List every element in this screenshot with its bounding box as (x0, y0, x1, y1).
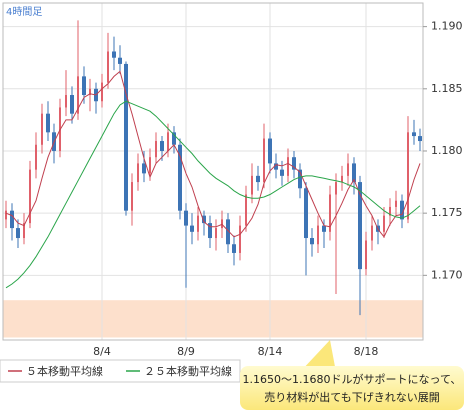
candle-body (322, 225, 326, 232)
callout-box (240, 366, 464, 410)
candle-body (208, 223, 212, 239)
candle-body (263, 138, 265, 183)
y-tick-label: 1.190 (431, 20, 463, 33)
candle-body (232, 244, 236, 253)
candle-body (280, 169, 284, 176)
candle-body (251, 175, 253, 195)
period-label: 4時間足 (6, 6, 42, 18)
candle-body (365, 240, 367, 270)
candle-body (215, 228, 217, 239)
support-band (3, 300, 423, 338)
candle-body (287, 157, 289, 176)
candle-body (412, 132, 416, 137)
candle-body (41, 113, 43, 145)
candle-body (352, 163, 356, 183)
y-tick-label: 1.180 (431, 144, 463, 157)
candle-body (107, 51, 109, 83)
candle-body (46, 113, 50, 133)
candle-body (160, 141, 164, 151)
candle-body (16, 228, 20, 239)
candle-body (155, 141, 157, 158)
candle-body (221, 219, 223, 229)
candle-body (400, 200, 404, 220)
candle-body (298, 169, 302, 189)
candle-body (358, 182, 362, 270)
candle-body (310, 238, 314, 245)
moving-average-line (5, 70, 421, 238)
candle-body (347, 163, 349, 176)
candle-body (23, 223, 25, 239)
moving-average-line (5, 100, 421, 289)
candle-body (89, 88, 91, 96)
y-tick-label: 1.170 (431, 268, 463, 281)
candle-body (137, 163, 139, 183)
candle-body (395, 200, 397, 207)
candle-body (82, 76, 86, 96)
x-tick-label: 8/4 (93, 345, 111, 358)
candle-body (167, 132, 169, 151)
candle-body (226, 219, 230, 245)
candle-body (29, 169, 31, 224)
y-tick-label: 1.185 (431, 82, 463, 95)
candle-body (418, 136, 422, 142)
x-tick-label: 8/14 (258, 345, 283, 358)
plot-border (2, 2, 424, 341)
candle-body (10, 210, 14, 229)
candle-body (371, 225, 373, 241)
candle-body (142, 163, 146, 174)
candle-body (35, 144, 37, 170)
candle-body (149, 157, 151, 174)
legend-label: ５本移動平均線 (26, 364, 103, 378)
candle-body (77, 76, 79, 114)
candle-body (341, 175, 343, 183)
candle-body (274, 163, 278, 170)
x-tick-label: 8/18 (354, 345, 379, 358)
candle-body (317, 225, 319, 245)
candle-body (101, 82, 103, 102)
candle-body (383, 215, 385, 232)
legend-box (0, 359, 241, 383)
candle-body (70, 95, 74, 114)
legend-label: ２５本移動平均線 (144, 364, 232, 378)
candle-body (190, 225, 194, 232)
candle-body (268, 138, 272, 164)
callout-text: 売り材料が出ても下げきれない展開 (264, 390, 439, 404)
candle-body (304, 188, 308, 239)
callout-pointer (300, 340, 336, 372)
candle-body (245, 194, 247, 226)
candle-body (292, 157, 296, 170)
candle-body (124, 63, 128, 211)
candle-body (329, 194, 331, 232)
candle-body (389, 206, 391, 216)
candle-body (184, 210, 188, 226)
candle-body (256, 175, 260, 183)
candle-body (407, 132, 409, 220)
candle-body (131, 182, 133, 211)
candle-body (197, 215, 199, 232)
candle-body (65, 95, 67, 108)
callout-text: 1.1650～1.1680ドルがサポートになって、 (243, 372, 462, 386)
candle-body (112, 51, 116, 58)
candle-body (178, 144, 182, 211)
candle-body (118, 57, 122, 64)
candle-body (239, 225, 241, 253)
candle-body (172, 132, 176, 145)
candle-body (5, 210, 7, 220)
candle-body (335, 182, 337, 195)
candle-body (202, 215, 206, 224)
y-tick-label: 1.175 (431, 206, 463, 219)
x-tick-label: 8/9 (177, 345, 195, 358)
